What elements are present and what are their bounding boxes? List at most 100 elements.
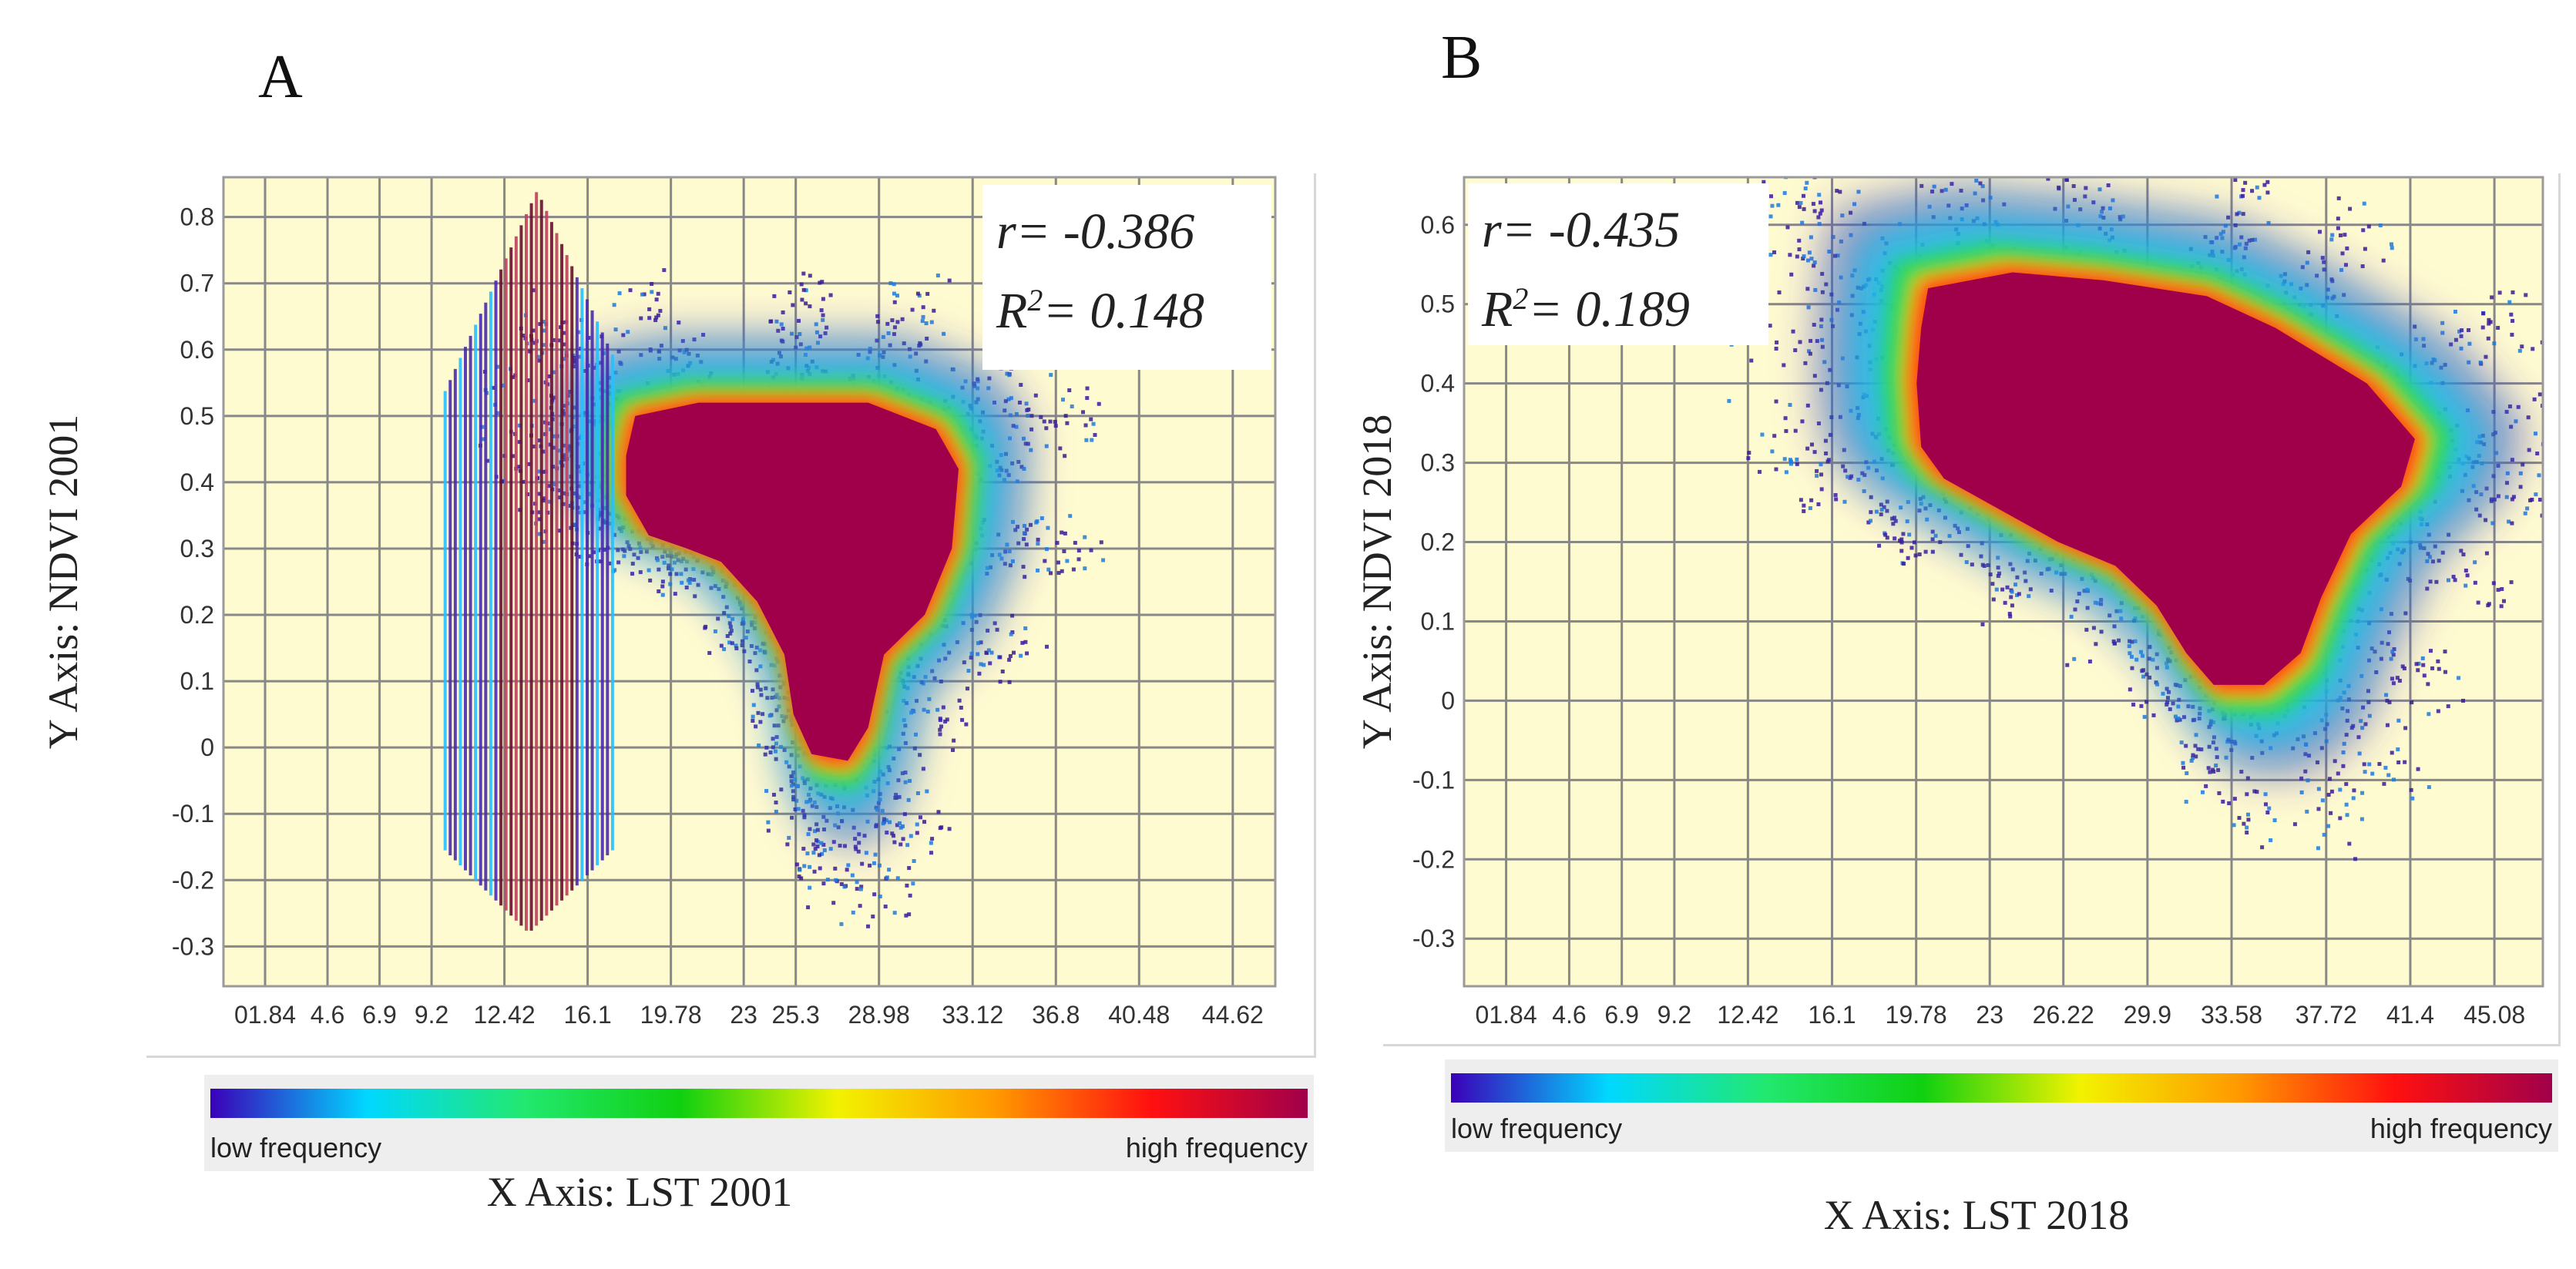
scatter-point bbox=[754, 668, 759, 673]
scatter-point bbox=[2165, 687, 2169, 691]
scatter-point bbox=[939, 724, 943, 729]
scatter-point bbox=[1823, 438, 1828, 443]
scatter-point bbox=[864, 851, 868, 855]
scatter-point bbox=[759, 693, 764, 697]
scatter-point bbox=[2191, 756, 2195, 760]
scatter-point bbox=[501, 383, 505, 388]
scatter-point bbox=[1060, 530, 1064, 535]
scatter-point bbox=[1747, 451, 1751, 455]
scatter-point bbox=[1846, 475, 1850, 479]
scatter-point bbox=[665, 553, 670, 558]
scatter-point bbox=[1812, 260, 1817, 265]
scatter-point bbox=[1899, 537, 1904, 542]
scatter-point bbox=[1056, 560, 1060, 565]
scatter-point bbox=[820, 851, 825, 856]
scatter-point bbox=[2396, 747, 2400, 752]
scatter-point bbox=[1768, 324, 1772, 328]
scatter-point bbox=[2316, 787, 2321, 791]
scatter-point bbox=[2446, 578, 2450, 582]
scatter-point bbox=[881, 334, 885, 339]
scatter-point bbox=[1058, 446, 1063, 451]
scatter-point bbox=[2390, 750, 2394, 755]
scatter-point bbox=[802, 813, 807, 817]
scatter-point bbox=[1800, 419, 1805, 424]
scatter-point bbox=[662, 268, 667, 273]
scatter-point bbox=[2377, 762, 2382, 767]
scatter-point bbox=[2322, 260, 2326, 264]
y-tick-label: 0.5 bbox=[180, 402, 214, 430]
scatter-point bbox=[1990, 582, 1995, 586]
scatter-point bbox=[2131, 702, 2136, 707]
scatter-point bbox=[1815, 339, 1819, 344]
scatter-point bbox=[636, 541, 641, 546]
stripe-cluster bbox=[443, 192, 614, 931]
scatter-point bbox=[2385, 698, 2390, 703]
scatter-point bbox=[667, 563, 671, 568]
scatter-point bbox=[1065, 421, 1070, 425]
scatter-point bbox=[1924, 159, 1928, 163]
scatter-point bbox=[2099, 629, 2104, 634]
scatter-point bbox=[1803, 186, 1808, 191]
scatter-point bbox=[901, 837, 905, 841]
scatter-point bbox=[630, 562, 635, 566]
scatter-point bbox=[2327, 777, 2332, 781]
scatter-point bbox=[828, 293, 833, 297]
scatter-point bbox=[2003, 600, 2007, 605]
scatter-point bbox=[906, 797, 911, 802]
scatter-point bbox=[722, 647, 727, 652]
scatter-point bbox=[2507, 404, 2512, 408]
scatter-point bbox=[1909, 546, 1914, 550]
scatter-point bbox=[764, 789, 769, 794]
scatter-point bbox=[1053, 419, 1057, 424]
scatter-point bbox=[1788, 462, 1793, 466]
scatter-point bbox=[480, 425, 485, 429]
scatter-point bbox=[2558, 465, 2561, 468]
scatter-point bbox=[2260, 845, 2265, 850]
scatter-point bbox=[620, 547, 625, 552]
scatter-point bbox=[2193, 744, 2198, 748]
scatter-point bbox=[2320, 798, 2325, 803]
x-tick-label: 01.84 bbox=[1476, 1001, 1537, 1029]
scatter-point bbox=[490, 385, 495, 390]
scatter-point bbox=[2430, 666, 2435, 670]
scatter-point bbox=[2564, 465, 2568, 469]
scatter-point bbox=[858, 887, 863, 891]
scatter-point bbox=[821, 842, 826, 847]
scatter-point bbox=[1046, 525, 1050, 530]
scatter-point bbox=[1758, 469, 1762, 474]
scatter-point bbox=[2245, 825, 2249, 830]
scatter-point bbox=[794, 335, 799, 340]
scatter-point bbox=[1816, 215, 1821, 220]
scatter-point bbox=[925, 291, 930, 296]
scatter-point bbox=[1044, 444, 1049, 448]
scatter-point bbox=[791, 789, 795, 794]
scatter-point bbox=[2233, 178, 2238, 183]
scatter-point bbox=[2463, 568, 2468, 572]
scatter-point bbox=[766, 828, 771, 833]
scatter-point bbox=[2486, 336, 2490, 341]
scatter-point bbox=[701, 333, 706, 337]
scatter-point bbox=[868, 863, 872, 868]
scatter-point bbox=[1919, 183, 1924, 188]
scatter-point bbox=[798, 332, 802, 337]
x-tick-label: 01.84 bbox=[234, 1001, 296, 1029]
scatter-point bbox=[621, 333, 626, 337]
y-tick-label: -0.1 bbox=[1412, 766, 1455, 794]
scatter-point bbox=[2459, 334, 2463, 338]
scatter-point bbox=[2427, 785, 2431, 790]
scatter-point bbox=[2436, 659, 2440, 663]
scatter-point bbox=[551, 395, 556, 400]
scatter-point bbox=[1849, 474, 1854, 478]
scatter-point bbox=[1921, 135, 1925, 139]
scatter-point bbox=[774, 708, 779, 713]
scatter-point bbox=[516, 465, 521, 469]
scatter-point bbox=[1063, 414, 1068, 418]
y-tick-label: 0 bbox=[1441, 687, 1455, 714]
scatter-point bbox=[1887, 111, 1891, 115]
scatter-point bbox=[819, 841, 824, 845]
scatter-point bbox=[2403, 760, 2407, 764]
scatter-point bbox=[2389, 242, 2393, 247]
scatter-point bbox=[522, 479, 526, 484]
scatter-point bbox=[2461, 698, 2466, 703]
scatter-point bbox=[511, 454, 516, 458]
